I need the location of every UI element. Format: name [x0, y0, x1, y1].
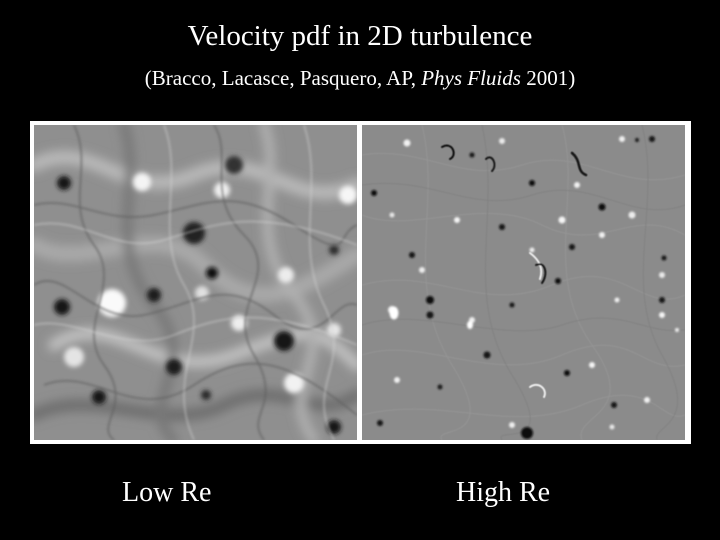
- citation-year: 2001): [520, 66, 576, 90]
- low-re-label: Low Re: [122, 477, 212, 508]
- slide-title: Velocity pdf in 2D turbulence: [187, 20, 533, 52]
- citation-journal: Phys Fluids: [421, 66, 521, 90]
- figure-frame: [30, 121, 691, 444]
- high-re-label: High Re: [456, 477, 551, 508]
- citation-authors: (Bracco, Lacasce, Pasquero, AP,: [144, 66, 422, 90]
- high-re-vorticity-image: [362, 125, 685, 440]
- low-re-vorticity-image: [34, 125, 357, 440]
- citation: (Bracco, Lacasce, Pasquero, AP, Phys Flu…: [0, 64, 720, 92]
